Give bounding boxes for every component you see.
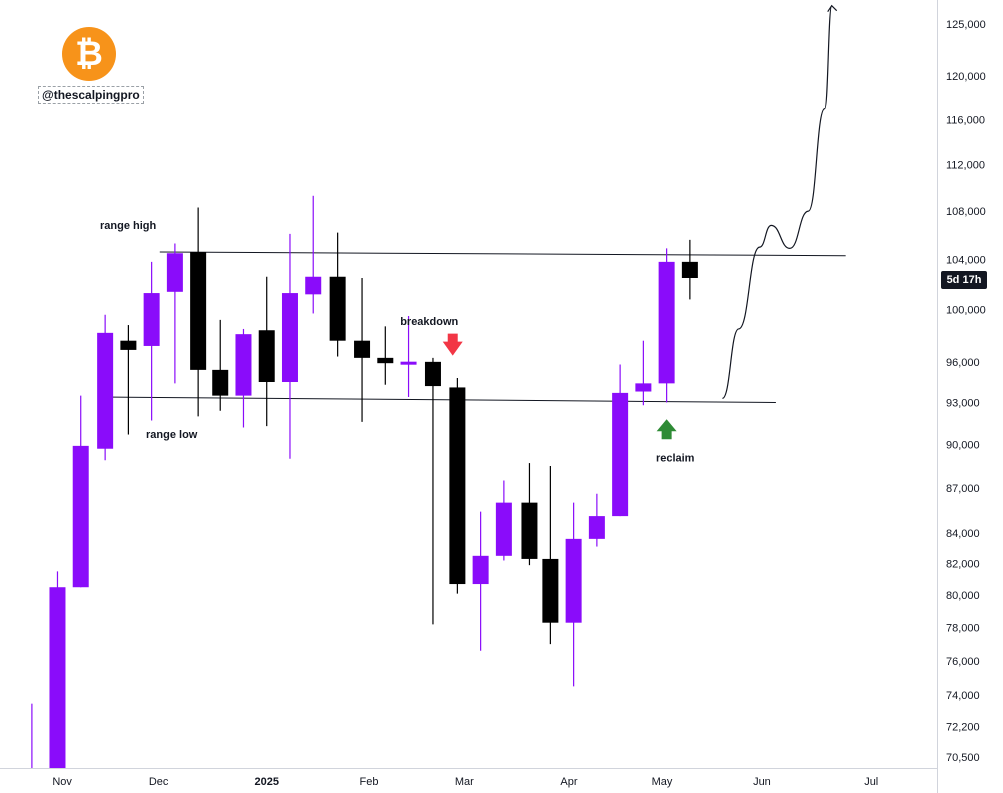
candle-body — [588, 516, 605, 539]
candle-body — [472, 555, 489, 585]
y-tick-label: 120,000 — [946, 71, 986, 83]
candle-body — [305, 276, 322, 295]
projection-path — [721, 5, 833, 399]
candle-body — [235, 334, 252, 396]
author-handle: @thescalpingpro — [38, 86, 144, 104]
annotations-layer: range high range low breakdown reclaim — [100, 4, 838, 465]
candle-body — [495, 502, 512, 556]
candle-body — [681, 261, 698, 278]
candle-body — [190, 252, 207, 370]
y-tick-label: 72,200 — [946, 722, 980, 734]
x-tick-label: Mar — [455, 776, 474, 788]
candle-body — [258, 330, 275, 383]
y-tick-label: 104,000 — [946, 254, 986, 266]
candle-body — [565, 538, 582, 623]
x-tick-label: Dec — [149, 776, 169, 788]
y-tick-label: 74,000 — [946, 690, 980, 702]
candle-body — [212, 369, 229, 396]
candle-body — [72, 445, 89, 588]
y-tick-label: 84,000 — [946, 528, 980, 540]
candle-body — [612, 392, 629, 517]
candle-body — [49, 587, 66, 768]
y-tick-label: 76,000 — [946, 656, 980, 668]
x-tick-label: Jun — [753, 776, 771, 788]
candles-layer — [24, 195, 698, 784]
candle-body — [658, 261, 675, 384]
candle-body — [424, 361, 441, 387]
range-low-line — [101, 396, 776, 403]
range-high-label: range high — [100, 220, 157, 232]
candle-body — [143, 293, 160, 346]
x-tick-label: May — [652, 776, 673, 788]
annotation-label: breakdown — [400, 316, 458, 328]
projection-arrowhead-icon — [827, 4, 838, 13]
y-tick-label: 100,000 — [946, 305, 986, 317]
candle-body — [120, 340, 137, 350]
candle-body — [329, 276, 346, 341]
y-tick-label: 87,000 — [946, 483, 980, 495]
level-lines-layer — [101, 251, 846, 403]
y-tick-label: 116,000 — [946, 115, 985, 127]
x-tick-label: Nov — [52, 776, 72, 788]
candle-body — [449, 387, 466, 585]
x-tick-label: Apr — [560, 776, 577, 788]
range-low-label: range low — [146, 429, 198, 441]
y-tick-label: 112,000 — [946, 160, 985, 172]
y-tick-label: 78,000 — [946, 623, 980, 635]
y-tick-label: 108,000 — [946, 206, 986, 218]
countdown-badge-label: 5d 17h — [946, 274, 982, 286]
y-tick-label: 70,500 — [946, 752, 980, 764]
x-tick-label: Feb — [360, 776, 379, 788]
annotation-label: reclaim — [656, 453, 695, 465]
y-tick-label: 93,000 — [946, 397, 980, 409]
countdown-badge — [941, 271, 987, 289]
candle-body — [377, 357, 394, 364]
candle-body — [521, 502, 538, 559]
y-tick-label: 96,000 — [946, 357, 980, 369]
x-tick-label: 2025 — [254, 776, 278, 788]
y-tick-label: 90,000 — [946, 439, 980, 451]
range-high-line — [159, 251, 846, 257]
down-arrow-icon — [442, 333, 463, 356]
candle-body — [635, 383, 652, 392]
bitcoin-logo-icon: ₿ — [62, 27, 116, 81]
x-tick-label: Jul — [864, 776, 878, 788]
candle-body — [97, 332, 114, 449]
candle-body — [400, 361, 417, 365]
candle-body — [542, 558, 559, 623]
up-arrow-icon — [656, 419, 677, 440]
y-tick-label: 80,000 — [946, 590, 980, 602]
candle-body — [281, 293, 298, 383]
candle-body — [24, 775, 40, 784]
y-tick-label: 82,000 — [946, 559, 980, 571]
candle-body — [354, 340, 371, 358]
y-tick-label: 125,000 — [946, 19, 986, 31]
candle-body — [166, 253, 183, 292]
